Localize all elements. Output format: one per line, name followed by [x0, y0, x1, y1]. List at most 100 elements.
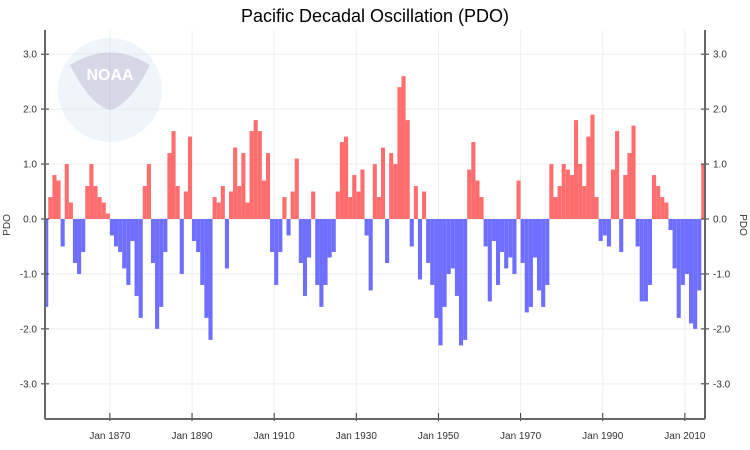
- data-bar: [364, 219, 369, 236]
- data-bar: [389, 153, 394, 220]
- data-bar: [450, 219, 455, 269]
- y-tick-label-left: 0.0: [23, 215, 37, 226]
- data-bar: [504, 219, 509, 269]
- data-bar: [393, 164, 398, 220]
- data-bar: [142, 186, 147, 220]
- data-bar: [606, 219, 611, 247]
- data-bar: [150, 219, 156, 263]
- data-bar: [105, 213, 110, 220]
- data-bar: [541, 219, 546, 307]
- data-bar: [352, 175, 357, 220]
- data-bar: [434, 219, 439, 318]
- data-bar: [118, 219, 123, 252]
- x-tick-label: Jan 1950: [418, 431, 460, 442]
- data-bar: [175, 186, 180, 220]
- data-bar: [385, 219, 390, 263]
- data-bar: [569, 175, 574, 220]
- data-bar: [422, 191, 427, 220]
- data-bar: [274, 219, 279, 285]
- data-bar: [475, 180, 480, 220]
- data-bar: [668, 219, 673, 230]
- noaa-logo-watermark: NOAA: [58, 38, 162, 142]
- data-bar: [578, 164, 583, 220]
- data-bar: [701, 164, 705, 220]
- data-bar: [282, 197, 287, 220]
- data-bar: [532, 219, 538, 258]
- data-bar: [635, 219, 640, 247]
- data-bar: [60, 219, 65, 247]
- data-bar: [68, 202, 73, 220]
- data-bar: [155, 219, 160, 329]
- data-bar: [183, 191, 188, 220]
- data-bar: [294, 158, 299, 220]
- data-bar: [594, 197, 599, 220]
- data-bar: [163, 219, 168, 252]
- data-bar: [483, 219, 488, 247]
- y-tick-label-left: 1.0: [23, 160, 37, 171]
- data-bar: [610, 169, 616, 220]
- y-tick-label-right: -1.0: [713, 269, 731, 280]
- data-bar: [582, 186, 587, 220]
- data-bar: [220, 186, 225, 220]
- x-tick-label: Jan 1990: [582, 431, 624, 442]
- data-bar: [290, 191, 295, 220]
- data-bar: [130, 219, 135, 241]
- y-tick-label-left: -3.0: [20, 379, 38, 390]
- data-bar: [270, 219, 275, 252]
- data-bar: [561, 164, 566, 220]
- data-bar: [623, 175, 628, 220]
- data-bar: [224, 219, 229, 269]
- data-bar: [401, 76, 406, 220]
- data-bar: [512, 219, 517, 274]
- data-bar: [196, 219, 201, 252]
- data-bar: [598, 219, 603, 241]
- data-bar: [72, 219, 78, 263]
- data-bar: [241, 153, 246, 220]
- data-bar: [327, 219, 332, 258]
- y-tick-label-left: -2.0: [20, 324, 38, 335]
- data-bar: [278, 219, 283, 252]
- data-bar: [660, 197, 665, 220]
- data-bar: [656, 186, 661, 220]
- data-bar: [479, 197, 484, 220]
- data-bar: [586, 136, 591, 220]
- data-bar: [208, 219, 213, 340]
- data-bar: [672, 219, 677, 269]
- y-axis-label-left: PDO: [2, 214, 13, 236]
- data-bar: [237, 186, 242, 220]
- data-bar: [458, 219, 464, 346]
- data-bar: [331, 219, 336, 252]
- data-bar: [93, 186, 98, 220]
- data-bar: [664, 202, 669, 220]
- data-bar: [491, 219, 496, 241]
- data-bar: [146, 164, 151, 220]
- y-tick-label-right: 2.0: [713, 105, 727, 116]
- data-bar: [192, 219, 197, 241]
- data-bar: [257, 131, 262, 220]
- data-bar: [138, 219, 143, 318]
- data-bar: [417, 219, 423, 280]
- data-bar: [48, 197, 53, 220]
- y-tick-label-right: -2.0: [713, 324, 731, 335]
- data-bar: [397, 87, 402, 220]
- data-bar: [615, 131, 620, 220]
- data-bar: [249, 131, 254, 220]
- y-tick-label-right: 1.0: [713, 160, 727, 171]
- data-bar: [109, 219, 114, 236]
- data-bar: [204, 219, 209, 318]
- chart-title: Pacific Decadal Oscillation (PDO): [241, 6, 509, 26]
- data-bar: [348, 197, 353, 220]
- data-bar: [438, 219, 443, 346]
- data-bar: [528, 219, 533, 307]
- data-bar: [298, 219, 303, 263]
- data-bar: [446, 219, 451, 274]
- data-bar: [126, 219, 131, 285]
- data-bar: [549, 164, 554, 220]
- data-bar: [253, 120, 258, 220]
- data-bar: [557, 186, 562, 220]
- data-bar: [454, 219, 459, 296]
- data-bar: [508, 219, 513, 258]
- data-bar: [233, 147, 238, 220]
- data-bar: [590, 114, 595, 220]
